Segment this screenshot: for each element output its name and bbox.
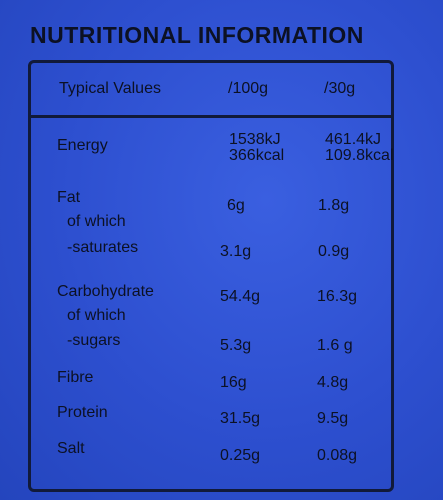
row-label-fibre: Fibre: [57, 369, 94, 386]
row-label-carbohydrate: Carbohydrate: [57, 283, 154, 300]
sugars-per100: 5.3g: [220, 337, 252, 354]
row-label-sugars: -sugars: [67, 332, 121, 349]
energy-per30-kj: 461.4kJ: [325, 131, 382, 148]
header-per-30g: /30g: [324, 80, 356, 97]
header-typical-values: Typical Values: [59, 80, 161, 97]
fat-per100: 6g: [227, 197, 245, 214]
salt-per100: 0.25g: [220, 447, 261, 464]
saturates-per100: 3.1g: [220, 243, 252, 260]
row-label-of-which-2: of which: [67, 307, 126, 324]
fibre-per30: 4.8g: [317, 374, 349, 391]
row-label-salt: Salt: [57, 440, 85, 457]
carbohydrate-per30: 16.3g: [317, 288, 358, 305]
protein-per100: 31.5g: [220, 410, 261, 427]
row-label-energy: Energy: [57, 137, 108, 154]
row-label-fat: Fat: [57, 189, 81, 206]
fibre-per100: 16g: [220, 374, 247, 391]
row-label-of-which: of which: [67, 213, 126, 230]
protein-per30: 9.5g: [317, 410, 349, 427]
row-label-protein: Protein: [57, 404, 108, 421]
saturates-per30: 0.9g: [318, 243, 350, 260]
nutrition-table: Typical Values /100g /30g Energy 1538kJ …: [28, 60, 394, 492]
energy-per30-kcal: 109.8kcal: [325, 147, 394, 164]
row-label-saturates: -saturates: [67, 239, 139, 256]
carbohydrate-per100: 54.4g: [220, 288, 261, 305]
energy-per100-kcal: 366kcal: [229, 147, 285, 164]
table-header-row: Typical Values /100g /30g: [31, 63, 391, 118]
page-title: NUTRITIONAL INFORMATION: [30, 22, 364, 48]
energy-per100-kj: 1538kJ: [229, 131, 281, 148]
salt-per30: 0.08g: [317, 447, 358, 464]
sugars-per30: 1.6 g: [317, 337, 353, 354]
fat-per30: 1.8g: [318, 197, 350, 214]
header-per-100g: /100g: [228, 80, 269, 97]
